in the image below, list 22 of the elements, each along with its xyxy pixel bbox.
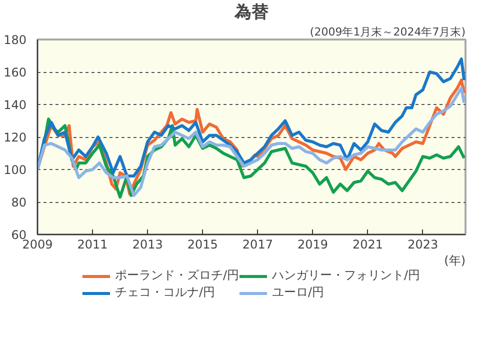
legend-label: ハンガリー・フォリント/円 (272, 267, 420, 284)
x-tick-label: 2011 (77, 238, 108, 252)
x-tick-label: 2015 (187, 238, 218, 252)
chart-title: 為替 (234, 2, 268, 22)
x-tick-label: 2023 (408, 238, 438, 252)
legend-label: チェコ・コルナ/円 (114, 284, 215, 301)
y-tick-label: 80 (11, 196, 27, 210)
line-series (38, 58, 466, 178)
x-tick-label: 2013 (132, 238, 163, 252)
x-tick-label: 2009 (22, 238, 53, 252)
x-tick-label: 2017 (242, 238, 273, 252)
x-tick-label: 2021 (352, 238, 384, 252)
x-tick-label: 2019 (297, 238, 328, 252)
y-tick-label: 100 (4, 163, 26, 177)
chart-subtitle: (2009年1月末～2024年7月末) (310, 26, 466, 38)
y-tick-label: 120 (4, 130, 26, 144)
y-tick-label: 140 (4, 98, 26, 112)
x-axis-title: (年) (444, 254, 466, 268)
legend-label: ポーランド・ズロチ/円 (114, 267, 239, 284)
y-tick-label: 160 (4, 66, 26, 80)
legend-label: ユーロ/円 (272, 284, 324, 301)
y-tick-label: 180 (4, 33, 26, 47)
